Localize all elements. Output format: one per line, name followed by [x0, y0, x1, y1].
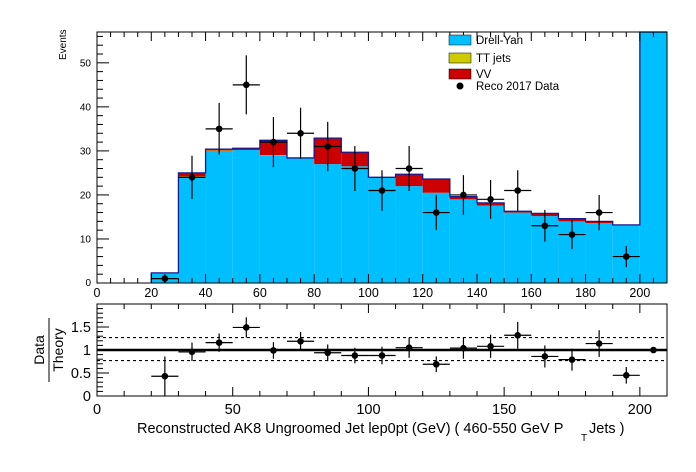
- x-tick-label: 180: [575, 286, 596, 300]
- x-tick-label: 80: [307, 286, 321, 300]
- x-tick-label: 100: [358, 286, 379, 300]
- y-tick-label: 10: [80, 234, 92, 245]
- y-tick-label: 0: [85, 278, 91, 289]
- bar-drell-yan: [504, 212, 532, 283]
- data-point: [595, 209, 603, 216]
- bar-vv: [232, 148, 260, 151]
- data-point: [514, 187, 522, 194]
- x-tick-label: 40: [199, 286, 213, 300]
- x-tick-label: 160: [521, 286, 542, 300]
- data-point: [188, 174, 196, 181]
- y-tick-label: 20: [80, 190, 92, 201]
- legend-label-data: Reco 2017 Data: [476, 81, 560, 93]
- data-point: [568, 231, 576, 238]
- data-point: [622, 253, 630, 260]
- ratio-y-tick-label: 1: [83, 343, 91, 359]
- ratio-panel: Data Theory 0 50 100 150 200 0 0.5 1 1.5 Reconst…: [31, 303, 668, 444]
- data-point: [541, 222, 549, 230]
- ratio-point: [432, 360, 440, 368]
- data-point: [297, 129, 304, 137]
- data-point: [242, 81, 250, 89]
- ratio-x-tick-label: 0: [93, 402, 101, 418]
- ratio-point: [215, 339, 223, 346]
- main-panel: Events 0 20 40 60 80 100 120 140 160 180 200 0 10 20 3…: [58, 29, 668, 300]
- ratio-point: [351, 352, 359, 359]
- ratio-point: [242, 324, 250, 331]
- ratio-point: [622, 372, 630, 379]
- x-axis-label-main: Reconstructed AK8 Ungroomed Jet lep0pt (…: [137, 421, 563, 437]
- bar-drell-yan: [639, 32, 667, 283]
- y-axis-label: Events: [58, 29, 69, 60]
- ratio-point: [324, 349, 332, 357]
- main-plot-area: 0 20 40 60 80 100 120 140 160 180 200 0 10 20 30 40 50: [80, 31, 668, 300]
- ratio-point: [568, 356, 576, 363]
- bar-drell-yan: [314, 164, 342, 283]
- x-tick-label: 60: [253, 286, 267, 300]
- legend-label-tt-jets: TT jets: [476, 53, 511, 65]
- legend-label-drell-yan: Drell-Yan: [476, 35, 523, 47]
- data-point: [405, 165, 413, 172]
- ratio-point: [297, 337, 304, 345]
- bar-vv: [422, 179, 450, 193]
- data-point: [432, 209, 440, 216]
- data-point: [270, 138, 277, 146]
- ratio-y-label-numerator: Data: [31, 335, 47, 365]
- x-tick-label: 20: [144, 286, 158, 300]
- data-point: [324, 143, 332, 150]
- ratio-point: [460, 344, 467, 352]
- data-point: [378, 187, 386, 194]
- data-point: [215, 125, 223, 133]
- bar-vv: [558, 218, 586, 222]
- ratio-point: [270, 347, 277, 354]
- bar-drell-yan: [395, 186, 423, 283]
- ratio-y-label-denominator: Theory: [50, 328, 66, 372]
- ratio-point: [188, 348, 196, 356]
- ratio-x-tick-label: 150: [492, 402, 516, 418]
- stack-total-outline: [150, 31, 667, 283]
- y-tick-label: 30: [80, 146, 92, 157]
- x-tick-label: 120: [412, 286, 433, 300]
- x-axis-label-subscript: T: [581, 433, 587, 444]
- ratio-point: [514, 331, 522, 339]
- ratio-point: [405, 344, 413, 352]
- legend: Drell-Yan TT jets VV Reco 2017 Data: [448, 34, 560, 93]
- ratio-x-tick-label: 200: [628, 402, 652, 418]
- x-tick-label: 200: [629, 286, 650, 300]
- ratio-y-tick-label: 0: [83, 389, 91, 405]
- y-tick-label: 40: [80, 102, 92, 113]
- x-tick-label: 0: [94, 286, 101, 300]
- bar-drell-yan: [232, 150, 260, 283]
- bar-drell-yan: [205, 150, 233, 283]
- ratio-plot-area: 0 50 100 150 200 0 0.5 1 1.5: [71, 303, 668, 418]
- x-tick-label: 140: [467, 286, 488, 300]
- ratio-point: [541, 353, 549, 360]
- x-axis-label-tail: Jets ): [589, 421, 624, 437]
- bar-drell-yan: [259, 155, 287, 283]
- legend-swatch-tt-jets: [448, 52, 472, 64]
- ratio-point: [650, 346, 657, 354]
- legend-marker-data: [456, 82, 464, 90]
- ratio-y-tick-label: 1.5: [71, 320, 91, 336]
- legend-swatch-vv: [448, 68, 472, 80]
- legend-label-vv: VV: [476, 69, 492, 81]
- x-axis-title: Reconstructed AK8 Ungroomed Jet lep0pt (…: [137, 421, 624, 444]
- ratio-point: [161, 372, 169, 380]
- ratio-x-tick-label: 100: [356, 402, 380, 418]
- data-point: [460, 191, 467, 199]
- bar-drell-yan: [287, 157, 315, 283]
- ratio-point: [487, 343, 494, 350]
- ratio-y-tick-label: 0.5: [71, 366, 91, 382]
- bar-drell-yan: [585, 223, 613, 283]
- ratio-point: [378, 352, 386, 359]
- ratio-point: [595, 340, 603, 347]
- legend-swatch-drell-yan: [448, 34, 472, 46]
- bar-vv: [504, 211, 532, 213]
- ratio-x-tick-label: 50: [225, 402, 241, 418]
- ratio-y-axis-label: Data Theory: [31, 318, 66, 382]
- y-tick-label: 50: [80, 58, 92, 69]
- data-point: [487, 196, 494, 203]
- data-point: [351, 165, 359, 172]
